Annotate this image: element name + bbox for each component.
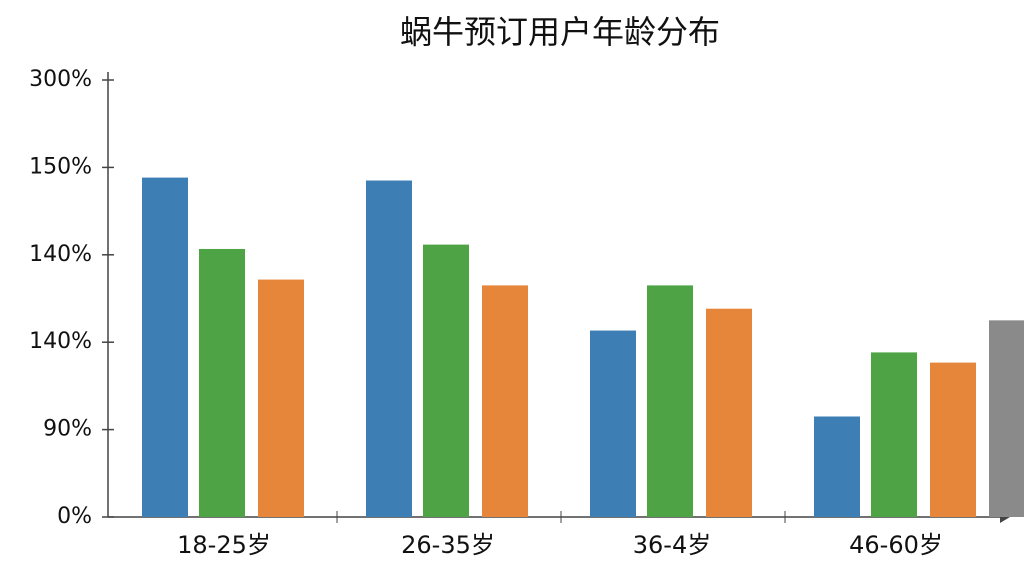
x-tick-label: 36-4岁: [633, 531, 711, 559]
chart-title: 蜗牛预订用户年龄分布: [400, 13, 720, 51]
y-tick-label: 150%: [29, 154, 92, 179]
bar: [199, 248, 245, 517]
x-tick-label: 18-25岁: [177, 531, 271, 559]
bar: [423, 244, 469, 517]
bar: [258, 279, 304, 517]
bar: [930, 362, 976, 517]
bar: [482, 285, 528, 517]
y-tick-label: 90%: [43, 417, 92, 442]
x-tick-label: 26-35岁: [401, 531, 495, 559]
y-tick-label: 0%: [57, 504, 92, 529]
bar: [590, 330, 636, 517]
bar: [989, 320, 1024, 517]
y-tick-label: 140%: [29, 329, 92, 354]
bar: [647, 285, 693, 517]
x-tick-label: 46-60岁: [849, 531, 943, 559]
bar: [142, 177, 188, 517]
bar: [366, 180, 412, 517]
y-tick-label: 300%: [29, 67, 92, 92]
bar: [706, 308, 752, 517]
bar: [871, 352, 917, 517]
bar: [814, 416, 860, 517]
y-tick-label: 140%: [29, 242, 92, 267]
